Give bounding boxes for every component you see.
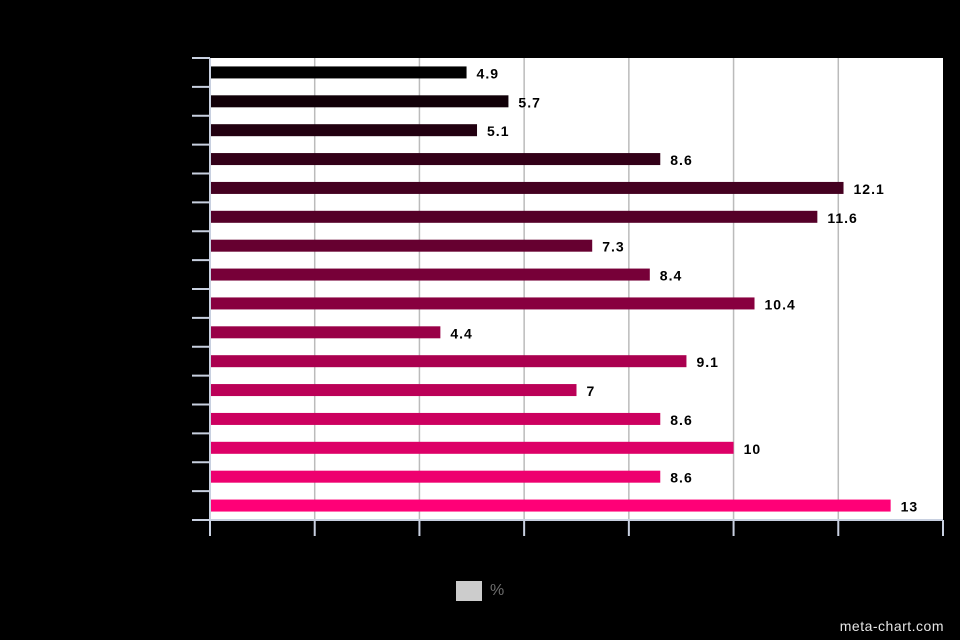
bar[interactable]	[210, 268, 650, 281]
value-labels: 4.9 5.7 5.1 8.6 12.1 11.6 7.3 8.4 10.4 4.4 9.1 7 8.6…	[450, 65, 919, 515]
bar[interactable]	[210, 124, 478, 137]
bar-value-label: 8.6	[670, 470, 692, 486]
watermark: meta-chart.com	[839, 618, 944, 634]
bar[interactable]	[210, 499, 891, 512]
bar-value-label: 5.7	[518, 94, 540, 110]
legend-swatch	[456, 581, 482, 601]
bar-value-label: 4.9	[477, 65, 499, 81]
bar[interactable]	[210, 326, 441, 339]
bar[interactable]	[210, 239, 593, 252]
bar[interactable]	[210, 153, 661, 166]
axes	[192, 57, 944, 536]
bar[interactable]	[210, 95, 509, 108]
bar-value-label: 13	[901, 499, 919, 515]
bar[interactable]	[210, 66, 467, 79]
bar-value-label: 12.1	[854, 181, 885, 197]
bar[interactable]	[210, 297, 755, 310]
bar-value-label: 4.4	[450, 325, 472, 341]
bar-value-label: 9.1	[696, 354, 718, 370]
bar-value-label: 11.6	[827, 210, 857, 226]
bar-value-label: 7	[587, 383, 596, 399]
bar-value-label: 8.6	[670, 412, 692, 428]
bar[interactable]	[210, 470, 661, 483]
bar[interactable]	[210, 181, 844, 194]
bar-value-label: 8.6	[670, 152, 692, 168]
bar[interactable]	[210, 412, 661, 425]
bar-value-label: 8.4	[660, 268, 682, 284]
bar-value-label: 7.3	[602, 239, 624, 255]
bar-value-label: 10	[744, 441, 762, 457]
bar[interactable]	[210, 355, 687, 368]
legend[interactable]: %	[456, 580, 504, 602]
bar-value-label: 5.1	[487, 123, 509, 139]
bars	[210, 66, 891, 512]
bar[interactable]	[210, 441, 734, 454]
legend-label: %	[490, 582, 505, 599]
bar-value-label: 10.4	[765, 296, 796, 312]
bar[interactable]	[210, 210, 818, 223]
bar[interactable]	[210, 384, 577, 397]
